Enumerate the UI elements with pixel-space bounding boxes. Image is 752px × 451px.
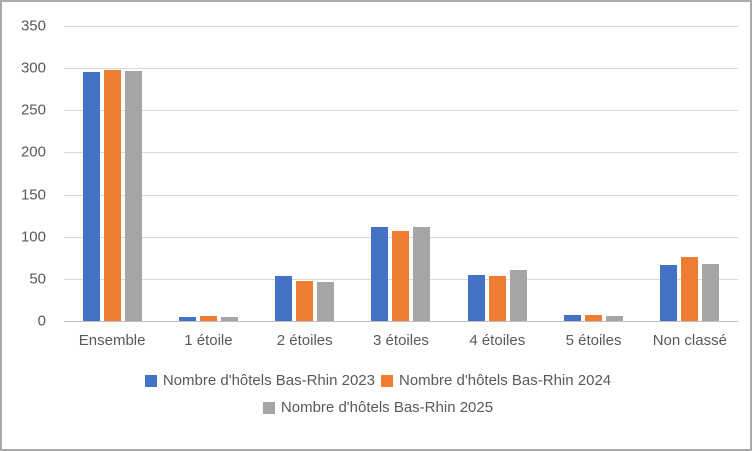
x-axis-line [64, 321, 738, 322]
x-category-label: 4 étoiles [469, 332, 526, 349]
bar-group [545, 26, 641, 321]
bar-groups [64, 26, 738, 321]
gridline [64, 26, 738, 27]
bar[interactable] [275, 276, 293, 321]
y-tick-label: 350 [20, 17, 46, 35]
legend-swatch-icon [262, 401, 275, 414]
chart-legend: Nombre d'hôtels Bas-Rhin 2023 Nombre d'hô… [2, 372, 750, 416]
bar[interactable] [371, 227, 389, 321]
legend-label: Nombre d'hôtels Bas-Rhin 2023 [162, 372, 375, 389]
legend-item[interactable]: Nombre d'hôtels Bas-Rhin 2025 [262, 399, 494, 416]
y-tick-label: 100 [20, 228, 46, 246]
x-category-label: 3 étoiles [373, 332, 429, 349]
legend-swatch-icon [381, 374, 393, 387]
gridline [64, 110, 738, 112]
y-tick-label: 50 [29, 270, 46, 288]
bar[interactable] [82, 72, 100, 321]
bar[interactable] [296, 281, 314, 321]
x-category-label: 2 étoiles [276, 332, 333, 349]
bar[interactable] [564, 315, 582, 321]
gridline [64, 68, 738, 70]
y-tick-label: 0 [37, 312, 46, 330]
bar[interactable] [660, 265, 678, 321]
x-category-label: Non classé [652, 332, 727, 349]
bar-group [449, 26, 545, 321]
y-tick-label: 300 [20, 59, 46, 77]
plot-area [64, 26, 738, 322]
bar[interactable] [509, 270, 527, 321]
y-tick-label: 200 [20, 143, 46, 161]
legend-item[interactable]: Nombre d'hôtels Bas-Rhin 2024 [381, 372, 611, 389]
bar[interactable] [317, 282, 335, 321]
legend-item[interactable]: Nombre d'hôtels Bas-Rhin 2023 [144, 372, 375, 389]
x-category-label: 1 étoile [184, 332, 233, 349]
bar[interactable] [467, 275, 485, 321]
bar-group [257, 26, 353, 321]
bar-group [353, 26, 449, 321]
bar[interactable] [124, 71, 142, 321]
legend-label: Nombre d'hôtels Bas-Rhin 2025 [280, 399, 494, 416]
bar[interactable] [702, 264, 720, 321]
bar[interactable] [606, 316, 624, 321]
bar[interactable] [220, 317, 238, 321]
bar[interactable] [488, 276, 506, 321]
gridline [64, 194, 738, 196]
bar[interactable] [199, 316, 217, 321]
y-tick-label: 150 [20, 186, 46, 204]
x-category-label: 5 étoiles [565, 332, 622, 349]
bar[interactable] [178, 317, 196, 321]
bar-group [160, 26, 256, 321]
bar-group [642, 26, 738, 321]
x-axis-category-labels: Ensemble 1 étoile 2 étoiles 3 étoiles 4 étoi… [64, 332, 738, 349]
bar[interactable] [103, 70, 121, 321]
bar[interactable] [413, 227, 431, 321]
bar-group [64, 26, 160, 321]
y-axis-tick-labels: 0 50 100 150 200 250 300 350 [2, 18, 54, 330]
gridline [64, 152, 738, 154]
x-category-label: Ensemble [78, 332, 146, 349]
legend-label: Nombre d'hôtels Bas-Rhin 2024 [399, 372, 612, 389]
legend-swatch-icon [144, 374, 157, 387]
legend-row: Nombre d'hôtels Bas-Rhin 2025 [262, 399, 494, 416]
bar[interactable] [681, 257, 699, 321]
legend-row: Nombre d'hôtels Bas-Rhin 2023 Nombre d'hô… [144, 372, 611, 389]
bar[interactable] [392, 231, 410, 321]
bar[interactable] [585, 315, 603, 321]
y-tick-label: 250 [20, 101, 46, 119]
